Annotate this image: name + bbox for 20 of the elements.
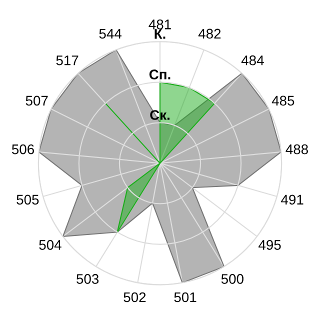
spoke-label: 500 <box>221 274 244 284</box>
y-tick-label: Ск. <box>150 110 170 120</box>
spoke-label: 506 <box>12 144 34 154</box>
spoke-label: 491 <box>281 194 304 205</box>
spoke-label: 481 <box>148 20 171 30</box>
spoke-label: 544 <box>99 28 122 39</box>
spoke-label: 507 <box>26 96 48 106</box>
spoke-label: 505 <box>16 194 39 205</box>
spoke-label: 495 <box>258 240 281 250</box>
spoke-label: 488 <box>286 144 308 154</box>
spoke-label: 504 <box>39 240 62 250</box>
spoke-label: 517 <box>56 56 78 66</box>
y-tick-label: Сп. <box>149 70 170 80</box>
spoke-label: 502 <box>124 292 146 302</box>
spoke-label: 484 <box>241 55 264 66</box>
y-tick-label: К. <box>154 29 166 39</box>
spoke-label: 485 <box>272 96 294 106</box>
spoke-label: 501 <box>174 292 196 302</box>
spoke-label: 503 <box>76 274 99 284</box>
spoke-label: 482 <box>198 28 221 39</box>
